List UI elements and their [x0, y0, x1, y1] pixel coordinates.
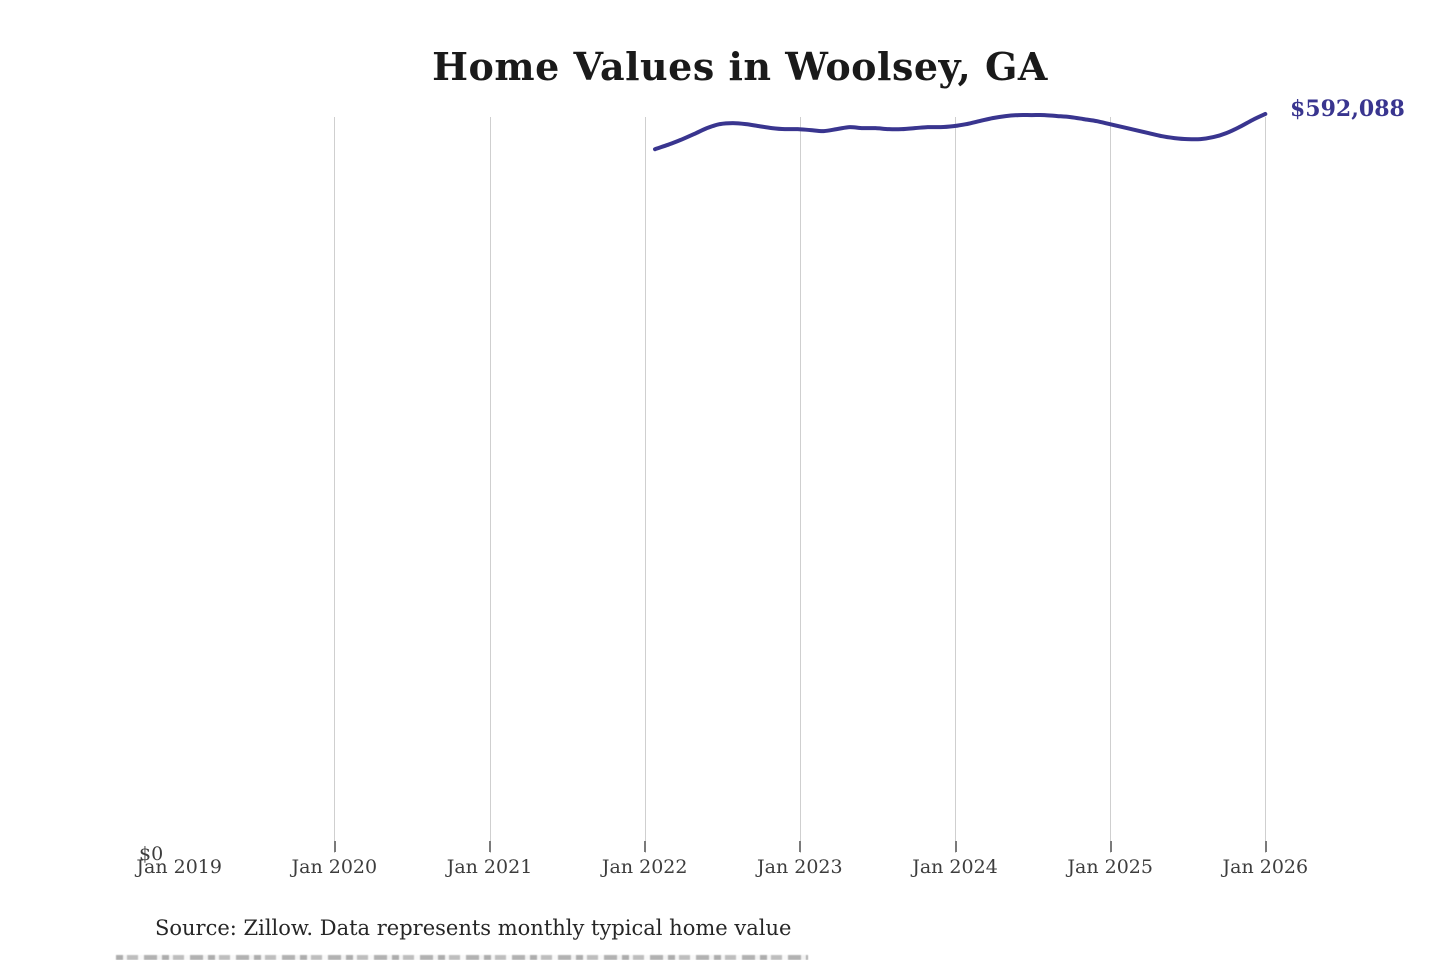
x-axis-tick	[799, 841, 802, 852]
year-gridline	[955, 117, 956, 853]
x-axis-label: Jan 2025	[1067, 856, 1153, 878]
chart-title: Home Values in Woolsey, GA	[432, 44, 1048, 89]
x-axis-tick	[644, 841, 647, 852]
x-axis-label: Jan 2020	[291, 856, 378, 878]
latest-value-label: $592,088	[1290, 96, 1405, 122]
bottom-cutoff-text-strip	[116, 955, 808, 960]
x-axis-tick	[1109, 841, 1112, 852]
x-axis-tick	[1264, 841, 1267, 852]
x-axis-label: Jan 2019	[136, 856, 222, 878]
x-axis-tick	[954, 841, 957, 852]
home-value-line	[653, 112, 1268, 152]
x-axis-label: Jan 2021	[446, 856, 533, 878]
x-axis-tick	[489, 841, 491, 852]
year-gridline	[1110, 117, 1112, 853]
year-gridline	[799, 117, 801, 853]
x-axis-label: Jan 2024	[912, 856, 998, 878]
year-gridline	[489, 117, 491, 853]
x-axis-label: Jan 2022	[601, 856, 688, 878]
year-gridline	[1265, 117, 1267, 853]
year-gridline	[644, 117, 646, 853]
x-axis-label: Jan 2023	[757, 856, 843, 878]
source-note: Source: Zillow. Data represents monthly …	[155, 916, 792, 940]
x-axis-tick	[333, 841, 336, 852]
y-axis-zero-label: $0	[139, 843, 164, 865]
year-gridline	[334, 117, 336, 853]
x-axis-label: Jan 2026	[1222, 856, 1309, 878]
